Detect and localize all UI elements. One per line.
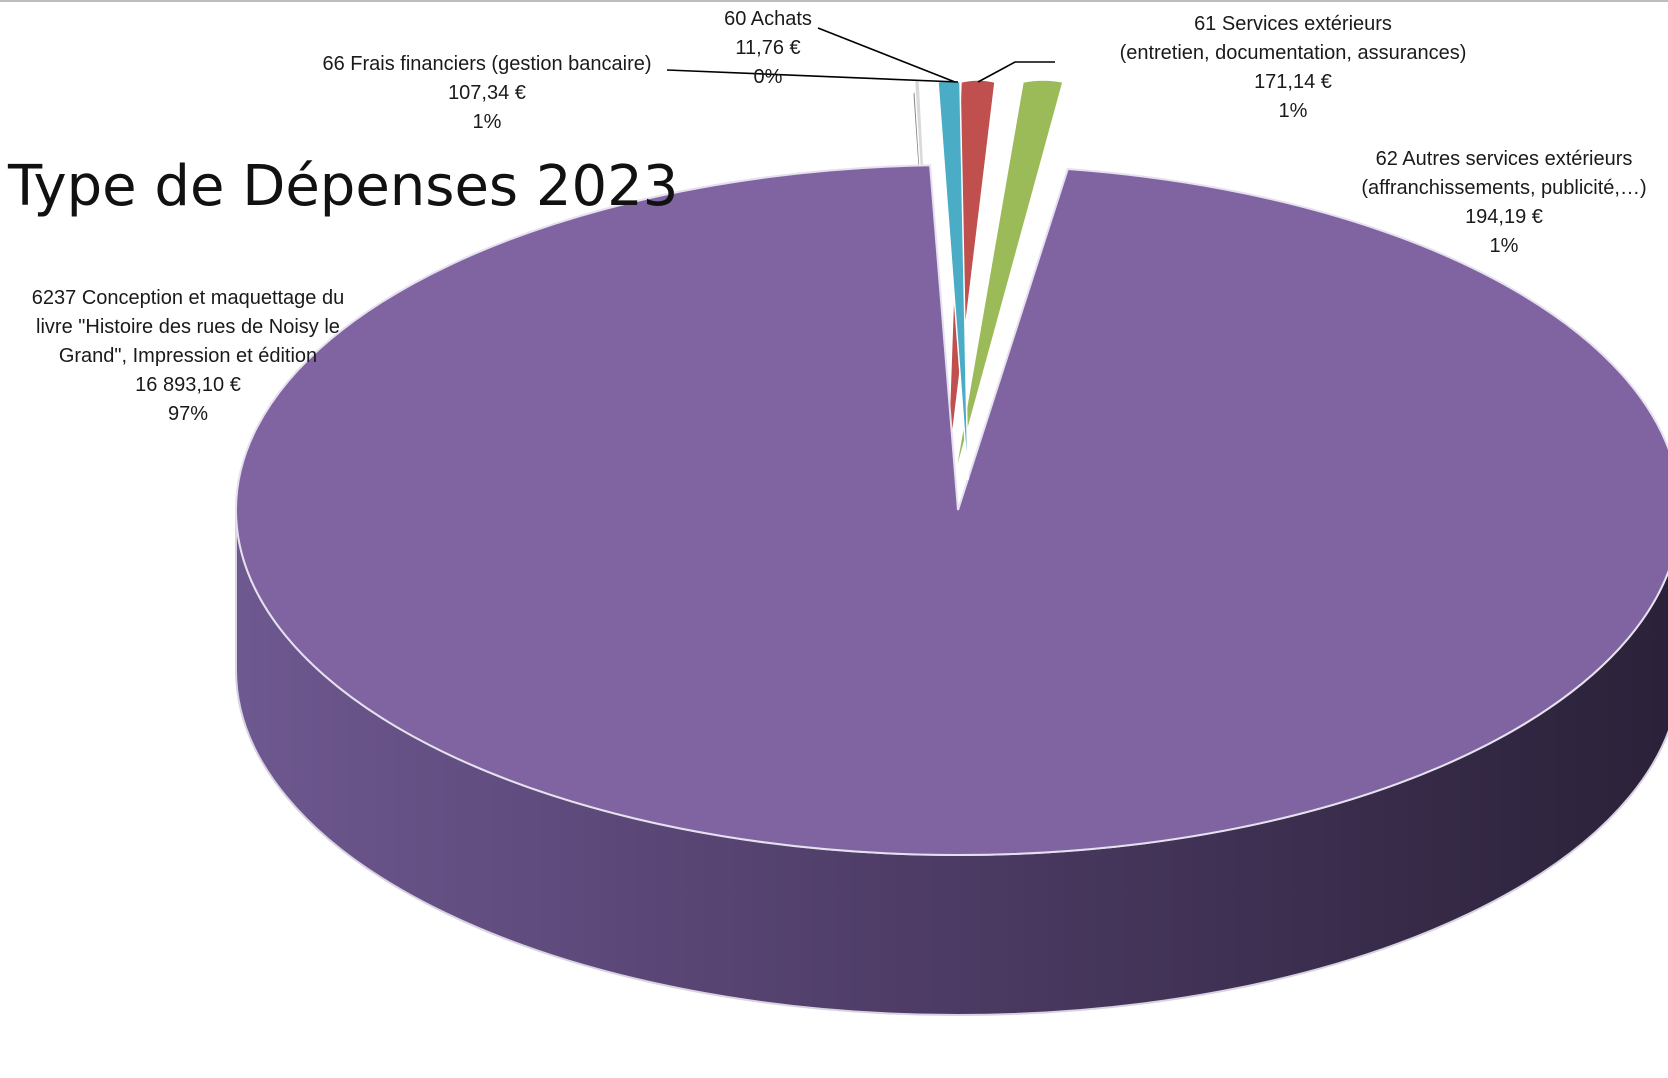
- leader-line-0: [817, 27, 956, 83]
- slice-label-3-value: 16 893,10 €: [135, 374, 241, 396]
- slice-label-3-name: Grand", Impression et édition: [59, 345, 317, 367]
- slice-label-0-name: 60 Achats: [724, 8, 812, 30]
- slice-label-2-name: (affranchissements, publicité,…): [1361, 177, 1646, 199]
- leader-line-4: [666, 69, 959, 83]
- leader-line-1: [977, 61, 1055, 83]
- slice-label-1-value: 171,14 €: [1254, 71, 1332, 93]
- slice-label-1-name: 61 Services extérieurs: [1194, 13, 1392, 35]
- slice-label-2-value: 194,19 €: [1465, 206, 1543, 228]
- slice-label-4-value: 107,34 €: [448, 82, 526, 104]
- chart-title: Type de Dépenses 2023: [7, 154, 678, 219]
- slice-label-2-percent: 1%: [1490, 235, 1519, 257]
- slice-top-3: [235, 164, 1668, 856]
- slice-label-3-name: livre "Histoire des rues de Noisy le: [36, 316, 340, 338]
- slice-label-3-name: 6237 Conception et maquettage du: [32, 287, 344, 309]
- slice-label-2: 62 Autres services extérieurs (affranchis…: [1361, 148, 1646, 257]
- slice-label-0-percent: 0%: [754, 66, 783, 88]
- slice-label-0-value: 11,76 €: [735, 37, 800, 59]
- slice-label-1-name: (entretien, documentation, assurances): [1120, 42, 1467, 64]
- slice-label-2-name: 62 Autres services extérieurs: [1376, 148, 1633, 170]
- slice-label-4: 66 Frais financiers (gestion bancaire) 10…: [322, 53, 651, 133]
- slice-label-4-name: 66 Frais financiers (gestion bancaire): [322, 53, 651, 75]
- slice-label-0: 60 Achats 11,76 € 0%: [724, 8, 812, 88]
- slice-label-1-percent: 1%: [1279, 100, 1308, 122]
- slice-label-3: 6237 Conception et maquettage du livre "H…: [32, 287, 344, 425]
- slice-label-1: 61 Services extérieurs (entretien, docume…: [1120, 13, 1467, 122]
- top-border: [0, 0, 1668, 2]
- slice-top-2: [953, 79, 1064, 481]
- slice-label-4-percent: 1%: [473, 111, 502, 133]
- slice-label-3-percent: 97%: [168, 403, 208, 425]
